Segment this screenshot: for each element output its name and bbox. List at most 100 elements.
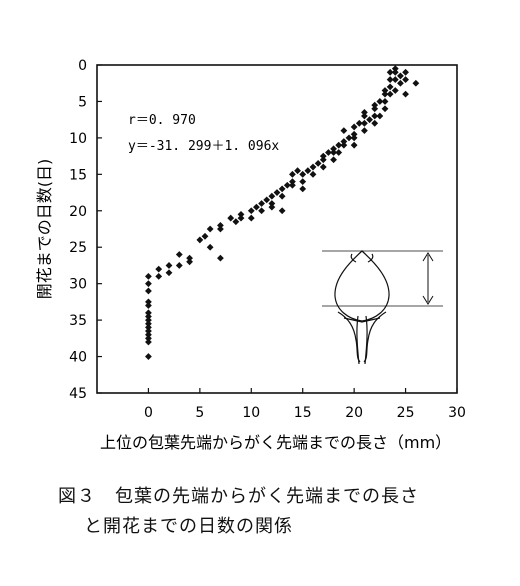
data-point: [391, 76, 399, 83]
data-point: [391, 65, 399, 73]
data-point: [402, 68, 409, 76]
x-tick-label: 30: [448, 405, 466, 421]
data-point: [206, 225, 214, 233]
data-point: [340, 127, 348, 134]
data-point: [371, 119, 379, 127]
x-tick-label: 15: [294, 405, 312, 421]
data-point: [376, 98, 384, 105]
x-tick-label: 25: [397, 405, 415, 421]
data-point: [247, 207, 255, 215]
data-point: [145, 313, 152, 320]
x-axis-ticks: 0 5 10 15 20 25 30: [144, 388, 466, 421]
data-point: [268, 192, 276, 200]
data-point: [335, 149, 343, 156]
data-point: [330, 156, 337, 164]
data-point: [340, 141, 348, 149]
data-point: [258, 207, 265, 215]
data-point: [314, 160, 322, 167]
data-point: [330, 149, 337, 156]
data-point: [340, 138, 348, 145]
y-axis-label: 開花までの日数(日): [35, 159, 54, 300]
data-point: [386, 90, 394, 98]
data-point: [237, 211, 245, 218]
data-point: [397, 79, 404, 87]
data-point: [175, 262, 183, 269]
data-point: [350, 130, 358, 138]
data-point: [217, 221, 224, 229]
data-point: [247, 214, 255, 222]
data-point: [319, 152, 327, 160]
data-point: [319, 156, 327, 164]
data-point: [299, 185, 307, 193]
figure-caption-line2: と開花までの日数の関係: [84, 516, 293, 537]
data-point: [355, 119, 363, 127]
data-point: [227, 214, 235, 222]
data-point: [145, 280, 152, 288]
y-tick-label: 5: [78, 94, 87, 110]
data-point: [361, 112, 368, 120]
data-point: [361, 119, 368, 127]
data-point: [145, 309, 152, 317]
data-point: [268, 200, 276, 207]
data-point: [145, 302, 152, 309]
data-point: [145, 334, 152, 342]
data-point: [371, 101, 379, 109]
data-point: [186, 254, 193, 262]
x-tick-label: 10: [242, 405, 260, 421]
data-point: [217, 225, 224, 233]
data-point: [273, 189, 281, 196]
data-point: [145, 331, 152, 339]
data-point: [186, 258, 193, 266]
data-point: [232, 218, 240, 226]
data-point: [361, 108, 368, 116]
data-point: [397, 72, 404, 80]
data-point: [165, 269, 173, 277]
y-tick-label: 45: [69, 386, 87, 402]
data-point: [196, 236, 204, 244]
data-point: [381, 98, 389, 105]
data-point: [309, 163, 317, 171]
data-point: [289, 181, 296, 189]
data-point: [366, 116, 373, 124]
data-point: [145, 327, 152, 335]
data-point: [175, 251, 183, 258]
x-tick-label: 0: [144, 405, 153, 421]
data-point: [206, 243, 214, 251]
data-point: [263, 196, 271, 204]
data-point: [386, 68, 394, 76]
data-point: [371, 112, 379, 120]
data-point: [289, 170, 296, 178]
r-annotation: r＝0. 970: [128, 113, 196, 128]
data-point: [283, 181, 291, 189]
data-point: [145, 353, 152, 360]
data-point: [304, 167, 312, 175]
data-point: [350, 123, 358, 131]
data-point: [145, 272, 152, 280]
data-point: [381, 105, 389, 113]
data-point: [145, 298, 152, 306]
data-point: [155, 265, 163, 273]
data-point: [309, 170, 317, 178]
data-point: [391, 68, 399, 76]
data-point: [278, 207, 286, 215]
data-point: [386, 83, 394, 91]
data-point: [350, 134, 358, 142]
y-tick-label: 20: [69, 204, 87, 220]
data-point: [145, 324, 152, 331]
y-axis-ticks: 0 5 10 15 20 25 30 35 40 45: [69, 58, 102, 402]
data-point: [350, 141, 358, 149]
y-tick-label: 15: [69, 167, 87, 183]
x-tick-label: 5: [195, 405, 204, 421]
data-point: [145, 287, 152, 295]
plot-frame: [96, 64, 458, 394]
x-tick-label: 20: [345, 405, 363, 421]
data-points: [145, 65, 420, 360]
data-point: [155, 272, 163, 280]
data-point: [402, 76, 409, 83]
data-point: [361, 127, 368, 134]
data-point: [299, 178, 307, 186]
y-tick-label: 40: [69, 350, 87, 366]
data-point: [145, 338, 152, 346]
data-point: [319, 163, 327, 171]
data-point: [381, 87, 389, 94]
